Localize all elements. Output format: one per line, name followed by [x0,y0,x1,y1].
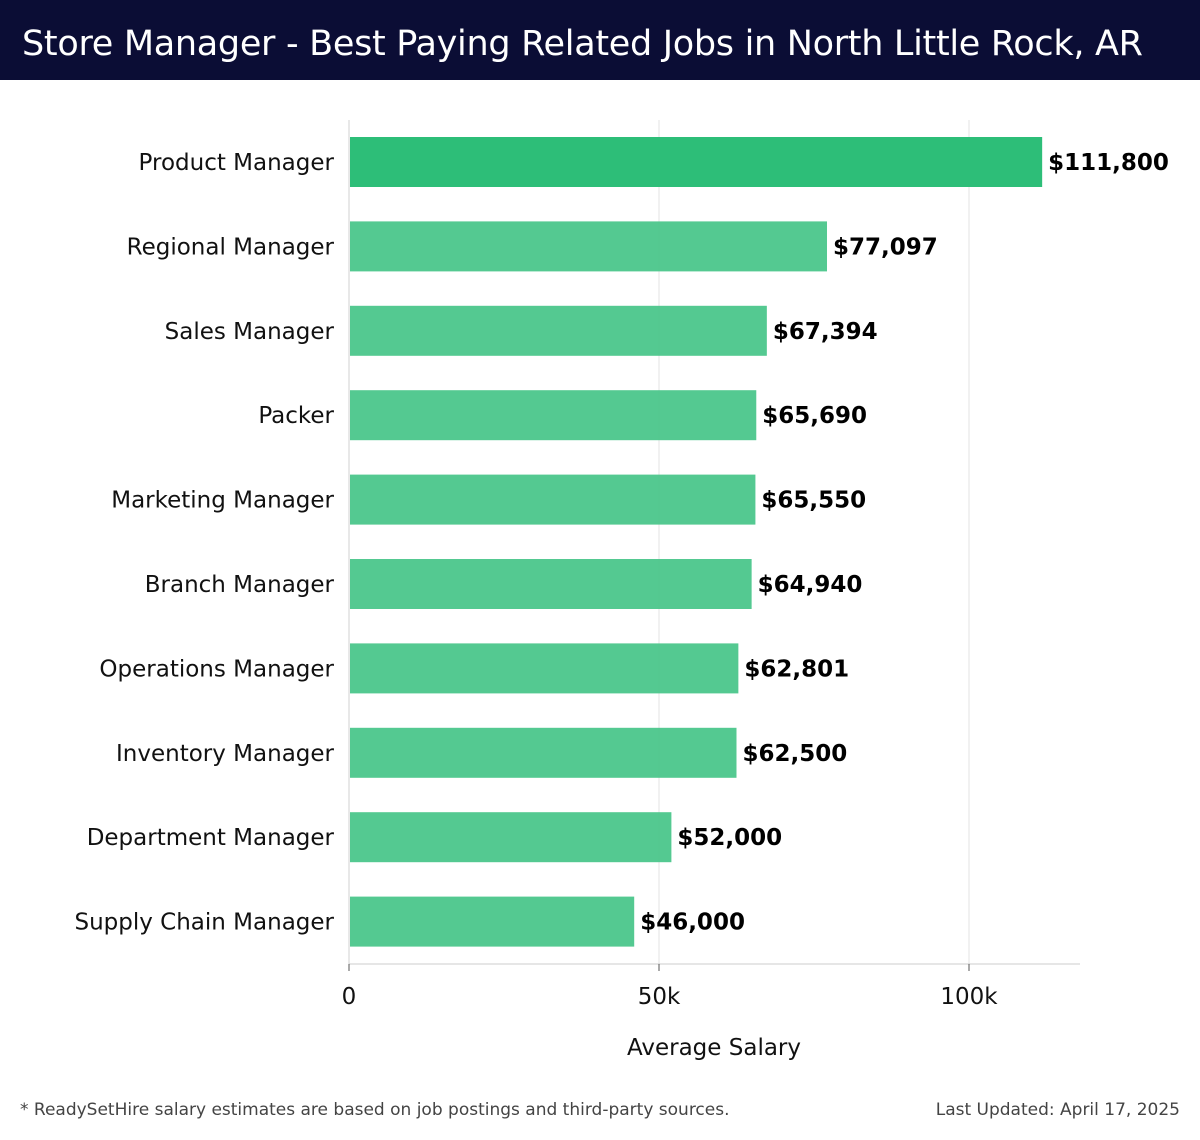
value-label: $77,097 [833,234,938,260]
bar [350,727,737,778]
bar [350,474,756,525]
bar [350,305,767,356]
category-label: Sales Manager [165,319,335,345]
bars [350,137,1043,947]
value-label: $52,000 [677,825,782,851]
value-label: $65,690 [762,403,867,429]
category-label: Marketing Manager [111,488,334,514]
value-label: $62,801 [744,656,849,682]
category-label: Department Manager [87,825,335,851]
salary-bar-chart: Product Manager $111,800 Regional Manager $… [74,120,1169,1061]
bar [350,559,752,609]
value-label: $111,800 [1048,150,1169,176]
x-axis: 0 50k 100k Average Salary [342,963,1080,1061]
x-axis-label: Average Salary [627,1035,801,1061]
bar [350,137,1043,187]
value-label: $64,940 [758,572,863,598]
value-label: $65,550 [761,488,866,514]
footnote: * ReadySetHire salary estimates are base… [20,1100,730,1120]
category-label: Product Manager [139,150,335,176]
value-label: $67,394 [773,319,878,345]
value-label: $62,500 [743,741,848,767]
bar [350,643,739,694]
page-title: Store Manager - Best Paying Related Jobs… [22,24,1143,64]
category-label: Regional Manager [127,234,335,260]
tick-label: 0 [342,984,357,1010]
bar [350,896,635,947]
value-label: $46,000 [640,910,745,936]
category-label: Inventory Manager [116,741,335,767]
category-label: Supply Chain Manager [74,910,334,936]
labels: Product Manager $111,800 Regional Manager $… [74,150,1168,936]
category-label: Branch Manager [145,572,335,598]
title-bar: Store Manager - Best Paying Related Jobs… [0,0,1200,80]
bar [350,812,672,863]
bar [350,390,757,441]
tick-label: 100k [940,984,998,1010]
tick-label: 50k [638,984,681,1010]
bar [350,221,828,272]
category-label: Packer [258,403,334,429]
last-updated: Last Updated: April 17, 2025 [935,1100,1180,1120]
category-label: Operations Manager [99,656,334,682]
